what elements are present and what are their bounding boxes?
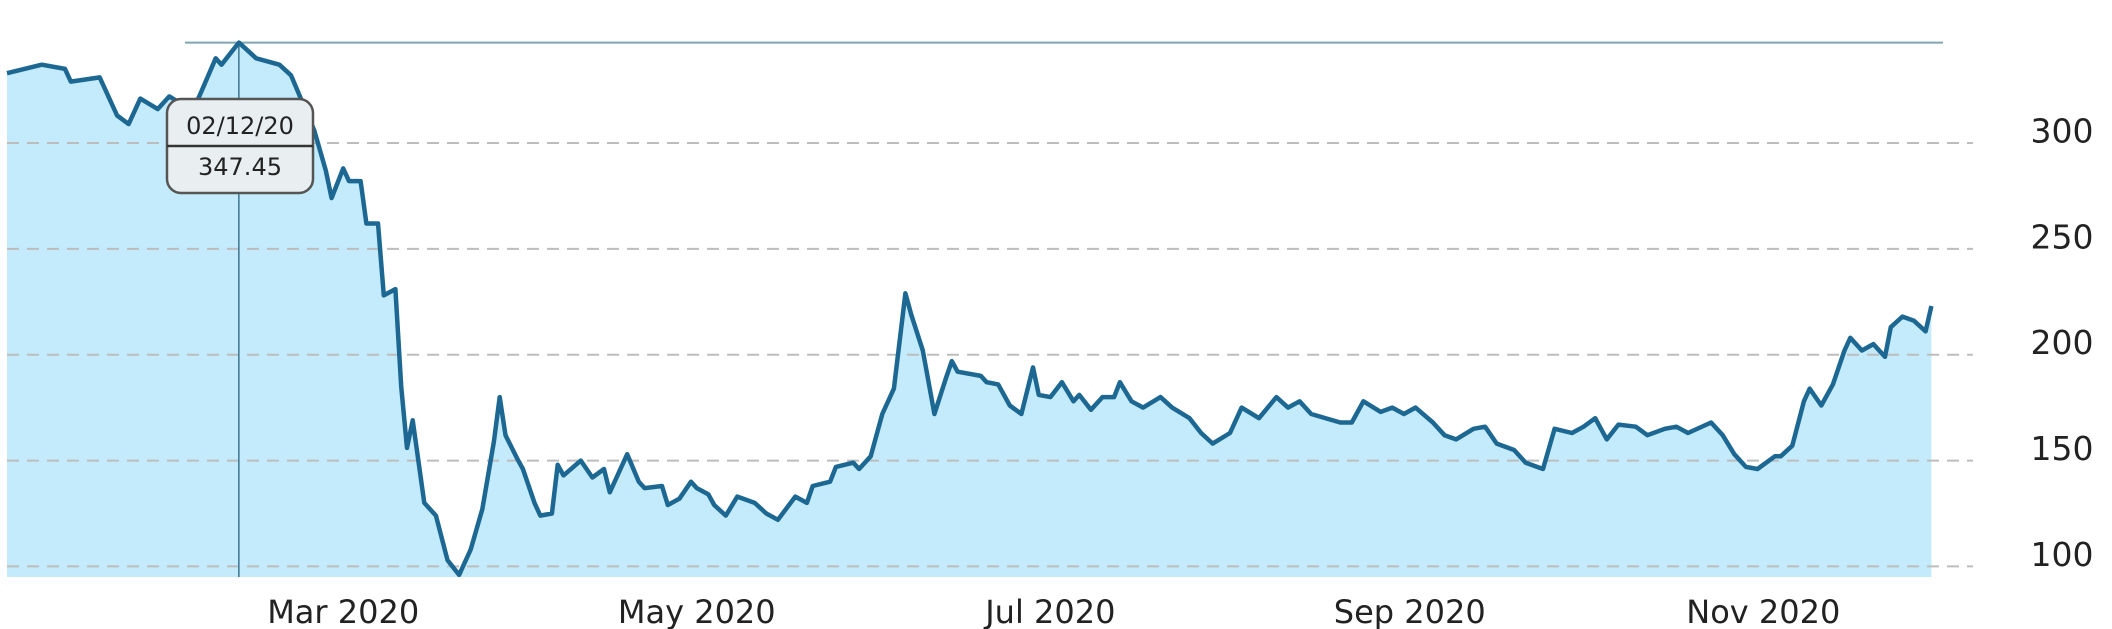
tooltip-date: 02/12/20 <box>186 112 294 140</box>
y-tick-label: 100 <box>2031 535 2094 574</box>
line <box>6 40 1934 578</box>
x-tick-label: Mar 2020 <box>267 593 419 629</box>
y-tick-label: 150 <box>2031 429 2094 468</box>
x-tick-label: Jul 2020 <box>983 593 1115 629</box>
area <box>7 42 1932 578</box>
x-tick-label: Nov 2020 <box>1686 593 1840 629</box>
x-tick-label: May 2020 <box>618 593 776 629</box>
y-tick-label: 200 <box>2031 323 2094 362</box>
tooltip: 02/12/20 347.45 <box>165 97 315 195</box>
tooltip-value: 347.45 <box>198 153 282 181</box>
y-tick-label: 300 <box>2031 112 2094 151</box>
x-tick-label: Sep 2020 <box>1334 593 1486 629</box>
y-tick-label: 250 <box>2031 217 2094 256</box>
